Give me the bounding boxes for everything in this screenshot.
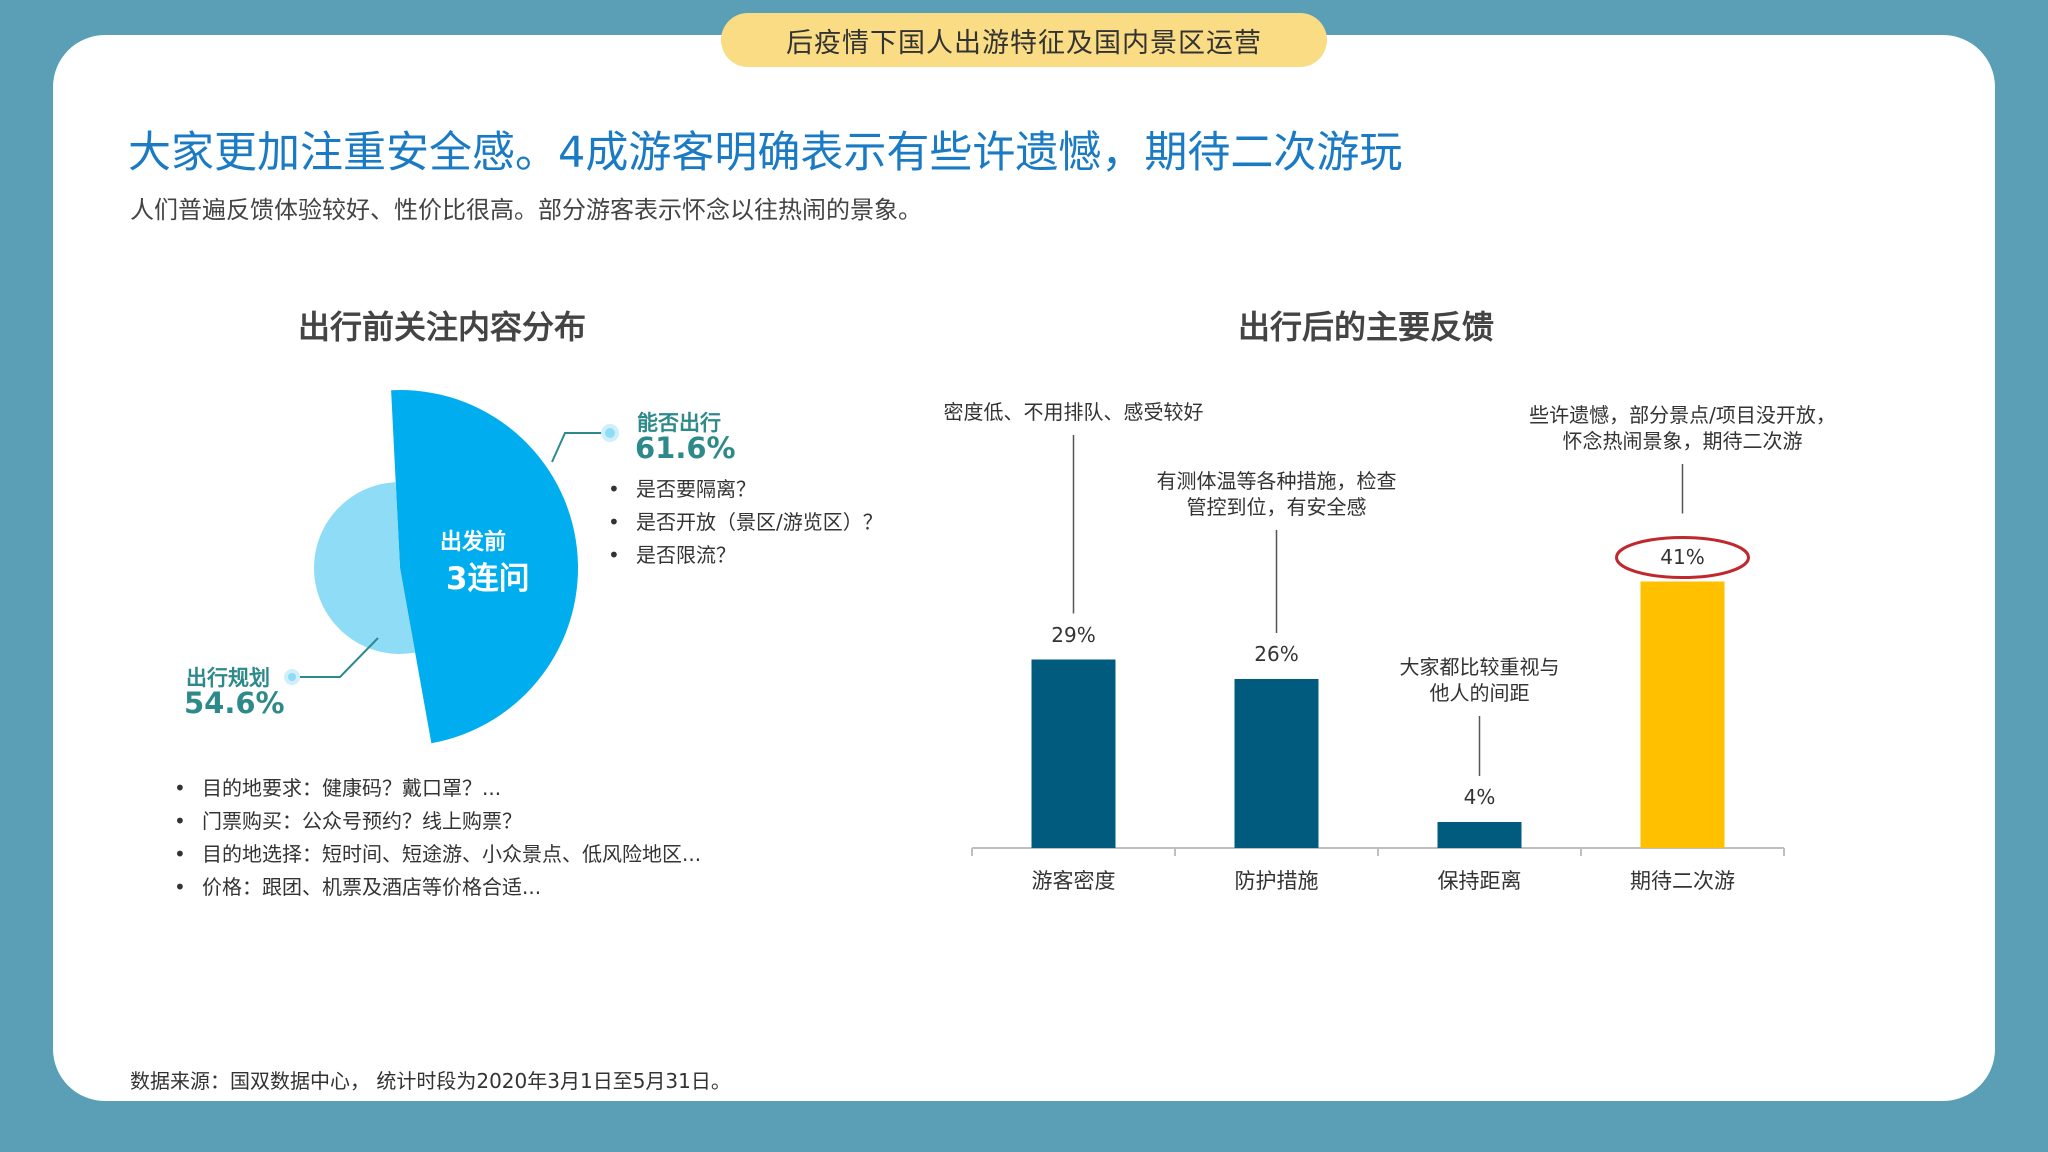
bar-annotation: 大家都比较重视与 他人的间距	[1400, 654, 1560, 706]
data-label: 4%	[1463, 785, 1496, 809]
x-tick-label: 游客密度	[1031, 869, 1116, 893]
bar-4	[1640, 581, 1725, 848]
pie-center-label-1: 出发前	[440, 530, 507, 555]
data-source-note: 数据来源：国双数据中心， 统计时段为2020年3月1日至5月31日。	[130, 1069, 731, 1093]
data-label: 29%	[1051, 622, 1096, 647]
bullet-item: 目的地选择：短时间、短途游、小众景点、低风险地区...	[172, 838, 701, 871]
bullet-item: 是否要隔离？	[606, 473, 883, 506]
annotation-line: 些许遗憾，部分景点/项目没开放，	[1529, 403, 1836, 427]
bullet-item: 价格：跟团、机票及酒店等价格合适...	[172, 871, 701, 904]
leader-line-top	[551, 432, 608, 463]
page-title: 大家更加注重安全感。4成游客明确表示有些许遗憾，期待二次游玩	[128, 128, 1403, 178]
top-bullet-list: 是否要隔离？ 是否开放（景区/游览区）？ 是否限流？	[606, 473, 883, 572]
annotation-line: 怀念热闹景象，期待二次游	[1562, 429, 1803, 453]
bar-3	[1437, 822, 1522, 848]
bottom-bullet-list: 目的地要求：健康码？戴口罩？... 门票购买：公众号预约？线上购票？ 目的地选择…	[172, 772, 701, 904]
bar-annotation: 些许遗憾，部分景点/项目没开放， 怀念热闹景象，期待二次游	[1529, 402, 1836, 454]
leader-dot-top	[601, 424, 619, 442]
data-label: 26%	[1254, 642, 1299, 666]
bullet-item: 是否开放（景区/游览区）？	[606, 506, 883, 539]
leader-dot-bottom	[284, 669, 300, 685]
bar-2	[1234, 679, 1319, 848]
leader-line-bottom	[295, 637, 379, 678]
annotation-line: 密度低、不用排队、感受较好	[943, 400, 1204, 424]
callout-top-name: 能否出行	[637, 411, 721, 435]
pie-slice-outer	[391, 390, 579, 744]
data-label: 41%	[1660, 544, 1705, 569]
callout-bottom-name: 出行规划	[186, 666, 270, 690]
right-chart-title: 出行后的主要反馈	[1238, 308, 1495, 346]
bar-annotation: 密度低、不用排队、感受较好	[944, 399, 1204, 425]
left-chart-title: 出行前关注内容分布	[298, 308, 587, 346]
annotation-line: 有测体温等各种措施，检查	[1156, 469, 1397, 493]
bullet-item: 门票购买：公众号预约？线上购票？	[172, 805, 701, 838]
bullet-item: 目的地要求：健康码？戴口罩？...	[172, 772, 701, 805]
page-subtitle: 人们普遍反馈体验较好、性价比很高。部分游客表示怀念以往热闹的景象。	[130, 196, 922, 224]
bars-group	[971, 435, 1785, 856]
pie-slice-inner	[314, 482, 416, 654]
pie-center-label-2: 3连问	[446, 561, 530, 597]
callout-top-value: 61.6%	[635, 431, 736, 465]
bar-1	[1031, 659, 1116, 848]
annotation-line: 大家都比较重视与	[1399, 655, 1560, 679]
x-tick-label: 保持距离	[1437, 869, 1522, 893]
bullet-item: 是否限流？	[606, 539, 883, 572]
highlight-circle	[1615, 536, 1750, 579]
x-tick-label: 期待二次游	[1630, 869, 1735, 893]
x-tick-label: 防护措施	[1234, 869, 1319, 893]
report-banner: 后疫情下国人出游特征及国内景区运营	[721, 13, 1327, 67]
annotation-line: 管控到位，有安全感	[1186, 495, 1367, 519]
callout-bottom-value: 54.6%	[184, 686, 285, 720]
bar-annotation: 有测体温等各种措施，检查 管控到位，有安全感	[1157, 468, 1397, 520]
annotation-line: 他人的间距	[1429, 681, 1530, 705]
